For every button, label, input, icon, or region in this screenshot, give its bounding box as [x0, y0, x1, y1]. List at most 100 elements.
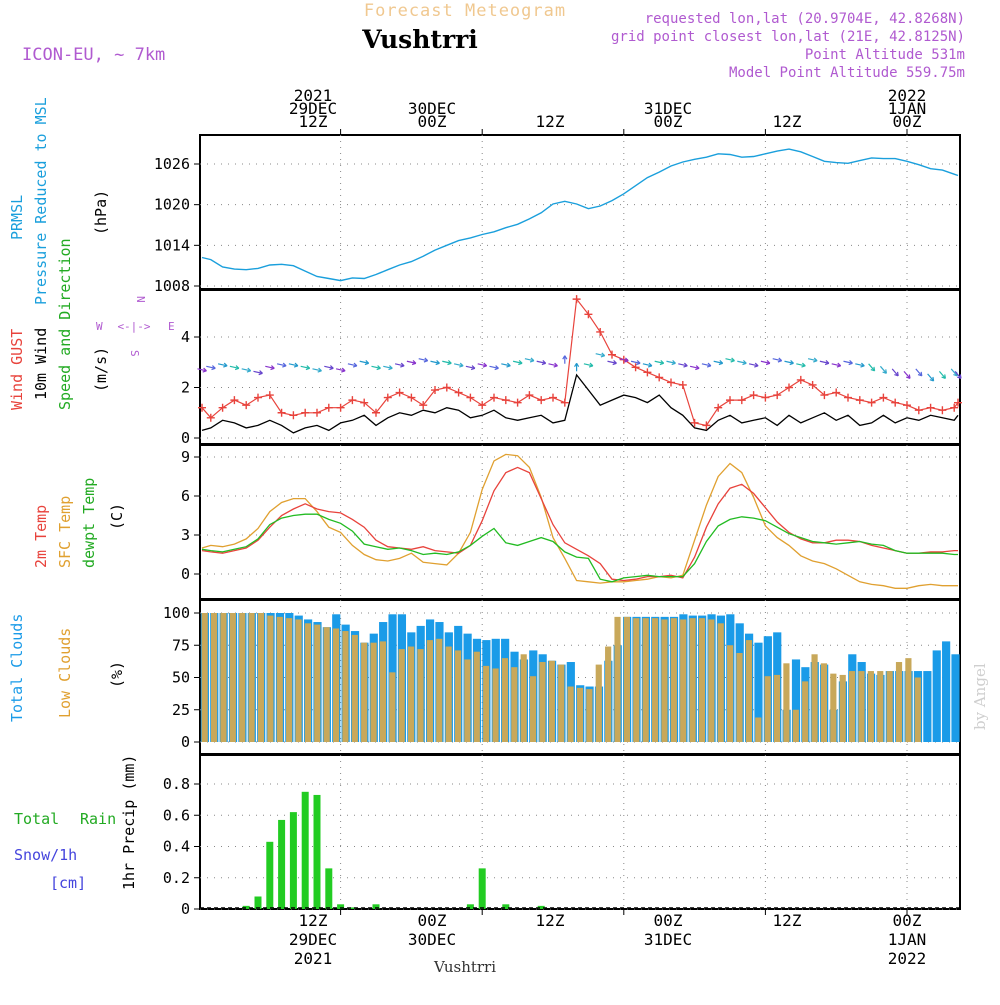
panel-frame	[199, 444, 961, 600]
precip-label-cm: [cm]	[50, 874, 86, 892]
wind-direction-arrowhead	[574, 362, 580, 368]
low-cloud-bar	[529, 676, 537, 742]
wind-direction-arrowhead	[941, 374, 946, 379]
wind-direction-arrow	[748, 363, 759, 367]
wind-direction-arrow	[891, 368, 899, 377]
wind-direction-arrow	[784, 360, 794, 364]
wind-direction-arrow	[760, 360, 771, 364]
wind-direction-arrow	[536, 360, 546, 364]
panel-frame	[199, 134, 961, 290]
low-cloud-bar	[389, 672, 396, 742]
wind-direction-arrow	[595, 353, 605, 357]
temp-label-1: 2m Temp	[32, 505, 50, 568]
low-cloud-bar	[398, 649, 405, 742]
bottom-time-label: 1JAN	[888, 930, 927, 949]
bottom-time-label: 29DEC	[289, 930, 337, 949]
ytick-label: 4	[181, 328, 190, 346]
wind-direction-arrowhead	[730, 357, 735, 363]
wind-gust-marker	[372, 408, 380, 417]
wind-direction-arrowhead	[518, 360, 523, 366]
bottom-time-label: 12Z	[773, 911, 802, 930]
low-cloud-bar	[483, 665, 490, 742]
wind-direction-arrow	[206, 365, 216, 369]
low-cloud-bar	[436, 638, 443, 742]
wind-gust-marker	[549, 393, 557, 402]
wind-direction-arrowhead	[506, 362, 511, 368]
wind-direction-arrowhead	[718, 360, 724, 366]
low-cloud-bar	[905, 658, 912, 742]
wind-direction-arrow	[737, 360, 747, 364]
wind-direction-arrowhead	[777, 357, 783, 363]
low-cloud-bar	[717, 623, 724, 742]
rain-bar	[466, 904, 474, 909]
top-time-label: 31DEC	[644, 99, 692, 118]
pressure-label-1: PRMSL	[8, 195, 26, 240]
low-cloud-bar	[839, 674, 846, 742]
wind-direction-arrowhead	[683, 362, 688, 368]
wind-gust-marker	[749, 391, 758, 400]
wind-gust-marker	[218, 403, 227, 412]
wind-direction-arrow	[359, 360, 369, 364]
low-cloud-bar	[849, 671, 856, 742]
rain-bar	[313, 794, 321, 909]
wind-direction-arrowhead	[824, 360, 830, 366]
wind-direction-arrowhead	[329, 365, 334, 371]
low-cloud-bar	[773, 674, 781, 742]
wind-direction-arrow	[465, 365, 476, 369]
low-cloud-bar	[379, 641, 387, 742]
low-cloud-bar	[745, 640, 752, 742]
top-time-label: 12Z	[536, 112, 565, 131]
low-cloud-bar	[633, 618, 640, 742]
wind-direction-arrowhead	[246, 367, 252, 373]
low-cloud-bar	[220, 613, 227, 742]
top-time-label: 2021	[294, 86, 333, 105]
wind-direction-arrow	[689, 365, 700, 369]
total-cloud-bar	[923, 671, 932, 742]
wind-direction-arrowhead	[388, 365, 393, 371]
low-cloud-bar	[361, 642, 368, 742]
wind-gust-marker	[230, 396, 239, 405]
top-time-label: 30DEC	[408, 99, 456, 118]
panel-pres: 1008 1014 1020 1026	[154, 134, 961, 295]
top-time-label: 00Z	[654, 112, 683, 131]
low-cloud-bar	[370, 642, 377, 742]
rain-bar	[254, 896, 262, 909]
wind-direction-arrow	[630, 360, 641, 364]
wind-direction-arrow	[654, 360, 664, 364]
wind-gust-marker	[513, 398, 522, 407]
bottom-time-label: 12Z	[536, 911, 565, 930]
low-cloud-bar	[680, 619, 687, 742]
wind-direction-arrowhead	[765, 360, 771, 366]
low-cloud-bar	[670, 618, 677, 742]
pressure-line	[201, 148, 959, 282]
compass-s: S	[128, 350, 141, 357]
wind-direction-arrowhead	[470, 365, 476, 371]
low-cloud-bar	[642, 618, 649, 742]
wind-gust-marker	[914, 406, 923, 415]
compass-e: E	[168, 320, 175, 333]
wind-direction-arrowhead	[882, 369, 887, 374]
wind-direction-arrowhead	[754, 362, 759, 368]
panel-wind: 0 2 4	[181, 289, 961, 447]
wind-gust-marker	[313, 408, 321, 417]
ytick-label: 0.4	[163, 838, 190, 856]
low-cloud-bar	[445, 646, 452, 742]
low-cloud-bar	[314, 624, 321, 742]
low-cloud-bar	[492, 668, 499, 742]
compass-axis: <-|->	[117, 320, 150, 333]
wind-gust-marker	[478, 401, 487, 410]
ytick-label: 1026	[154, 155, 190, 173]
wind-direction-arrow	[678, 363, 688, 367]
wind-direction-arrow	[868, 363, 876, 372]
wind-direction-arrow	[954, 370, 962, 379]
wind-gust-marker	[572, 295, 581, 304]
subtitle: Forecast Meteogram	[364, 1, 566, 21]
wind-direction-arrow	[927, 373, 935, 382]
ytick-label: 0	[181, 900, 190, 918]
ytick-label: 0.6	[163, 806, 190, 824]
wind-gust-marker	[537, 396, 546, 405]
low-cloud-bar	[558, 664, 565, 742]
temp-label-2: SFC Temp	[56, 496, 74, 568]
low-cloud-bar	[295, 619, 302, 742]
low-cloud-bar	[473, 651, 480, 742]
